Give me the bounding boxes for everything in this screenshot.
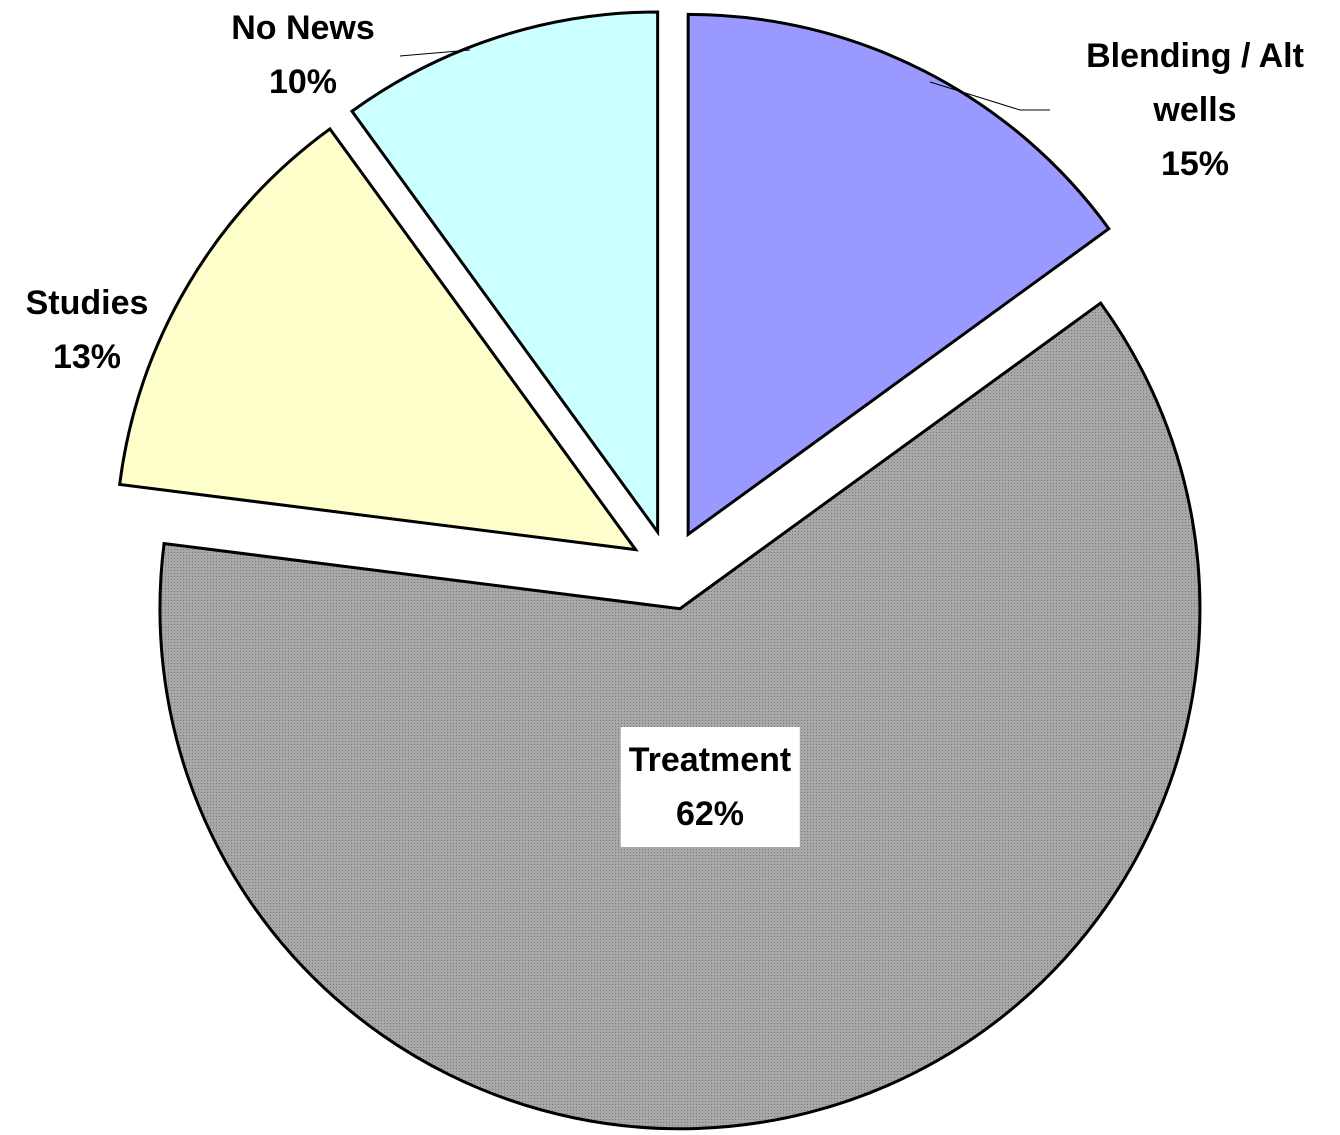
pie-slice bbox=[686, 12, 1111, 538]
pie-slice bbox=[117, 126, 639, 552]
slice-label: No News 10% bbox=[193, 1, 413, 109]
leader-line bbox=[929, 81, 1021, 111]
value-label: 10% bbox=[268, 63, 338, 101]
category-label: Studies bbox=[25, 284, 149, 322]
pie-slice bbox=[349, 10, 660, 537]
value-label: 15% bbox=[1160, 145, 1230, 183]
category-label: No News bbox=[231, 9, 375, 47]
category-label: Treatment bbox=[628, 741, 792, 779]
value-label: 62% bbox=[675, 795, 745, 833]
category-label: Blending / Alt wells bbox=[1086, 37, 1304, 129]
slice-label: Blending / Alt wells 15% bbox=[1045, 29, 1340, 191]
leader-line bbox=[399, 49, 471, 57]
slice-label: Treatment 62% bbox=[620, 727, 800, 847]
value-label: 13% bbox=[52, 338, 122, 376]
slice-label: Studies 13% bbox=[0, 276, 187, 384]
pie-slice bbox=[158, 300, 1202, 1131]
